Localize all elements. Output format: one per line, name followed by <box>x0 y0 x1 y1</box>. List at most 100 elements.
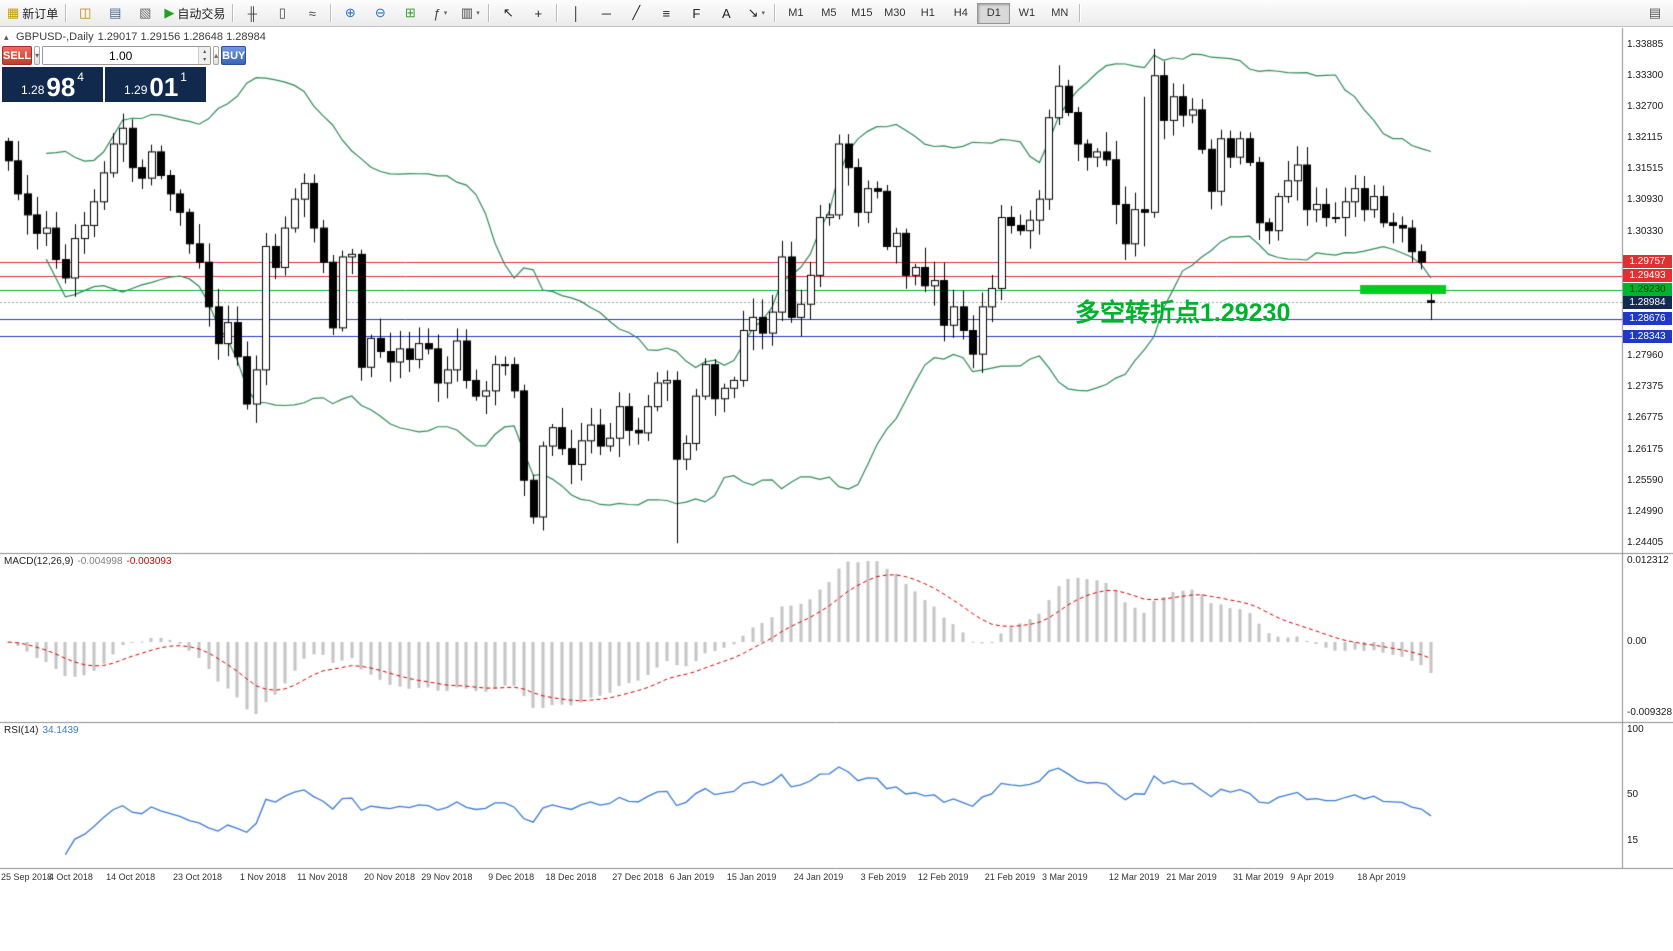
templates-icon: ▥ <box>460 5 474 20</box>
templates-button[interactable]: ▥ ▾ <box>455 2 485 25</box>
cursor-icon: ↖ <box>502 5 514 20</box>
buy-price-button[interactable]: 1.29 01 1 <box>105 67 206 102</box>
toolbar-separator <box>330 4 333 22</box>
rsi-name: RSI(14) <box>4 725 39 736</box>
one-click-trading-panel: SELL ▾ ▴ ▾ ▴ BUY 1.28 98 4 1.29 01 1 <box>2 46 247 102</box>
bid-price-big: 98 <box>46 72 76 102</box>
volume-spinner: ▴ ▾ <box>198 47 211 64</box>
market-watch-button[interactable]: ◫ <box>70 2 100 25</box>
volume-decrement-button[interactable]: ▾ <box>34 46 41 65</box>
zoom-out-button[interactable]: ⊖ <box>365 2 395 25</box>
one-click-toggle-icon[interactable]: ▴ <box>4 32 9 42</box>
rsi-value: 34.1439 <box>42 725 79 736</box>
templates-dropdown-icon: ▾ <box>476 10 480 17</box>
volume-input[interactable] <box>43 47 199 64</box>
chart-header: GBPUSD-,Daily 1.29017 1.29156 1.28648 1.2… <box>16 31 270 43</box>
equidistant-channel-icon: ≡ <box>662 5 671 21</box>
timeframe-h4-button[interactable]: H4 <box>953 7 968 19</box>
zoom-in-icon: ⊕ <box>344 5 356 20</box>
window-list-icon: ▤ <box>1648 5 1662 20</box>
timeframe-m30-button[interactable]: M30 <box>884 7 906 19</box>
arrows-dropdown-icon: ▾ <box>761 10 766 17</box>
timeframe-d1-button[interactable]: D1 <box>977 2 1011 24</box>
chart-symbol-label: GBPUSD-,Daily <box>16 31 94 43</box>
new-order-button[interactable]: ▦ 新订单 <box>3 2 62 25</box>
indicators-button[interactable]: ƒ ▾ <box>425 2 455 25</box>
timeframe-m5-button[interactable]: M5 <box>821 7 837 19</box>
indicators-icon: ƒ <box>433 5 441 21</box>
bar-chart-icon: ╫ <box>247 5 257 21</box>
chart-ohlc-label: 1.29017 1.29156 1.28648 1.28984 <box>97 31 266 43</box>
ask-price-prefix: 1.29 <box>124 83 148 97</box>
bid-price-sup: 4 <box>77 70 84 84</box>
zoom-in-button[interactable]: ⊕ <box>335 2 365 25</box>
volume-field: ▴ ▾ <box>42 46 212 65</box>
fibonacci-button[interactable]: F <box>681 2 711 25</box>
navigator-button[interactable]: ▧ <box>130 2 160 25</box>
volume-increment-button[interactable]: ▴ <box>213 46 220 65</box>
new-order-label: 新订单 <box>22 6 59 21</box>
timeframe-mn-button[interactable]: MN <box>1051 7 1069 19</box>
rsi-indicator-label: RSI(14) 34.1439 <box>4 725 83 736</box>
grid-icon: ⊞ <box>404 5 416 20</box>
macd-name: MACD(12,26,9) <box>4 556 74 567</box>
data-window-icon: ▤ <box>109 5 122 20</box>
indicators-dropdown-icon: ▾ <box>443 10 448 17</box>
macd-indicator-label: MACD(12,26,9) -0.004998 -0.003093 <box>4 556 176 567</box>
toolbar-separator <box>65 4 68 22</box>
trendline-icon: ╱ <box>632 5 641 20</box>
toolbar-separator <box>1079 4 1082 22</box>
macd-main-value: -0.004998 <box>77 556 123 567</box>
bar-chart-button[interactable]: ╫ <box>237 2 267 25</box>
spinner-up-icon[interactable]: ▴ <box>199 47 211 56</box>
text-icon: A <box>721 5 731 21</box>
zoom-out-icon: ⊖ <box>374 5 386 20</box>
ask-price-big: 01 <box>149 72 179 102</box>
timeframe-m15-button[interactable]: M15 <box>851 7 873 19</box>
timeframe-h1-button[interactable]: H1 <box>920 7 935 19</box>
vertical-line-button[interactable]: │ <box>561 2 591 25</box>
ask-price-sup: 1 <box>180 70 187 84</box>
navigator-icon: ▧ <box>139 5 152 20</box>
macd-signal-value: -0.003093 <box>126 556 172 567</box>
window-list-button[interactable]: ▤ <box>1640 2 1670 25</box>
chart-annotation-text: 多空转折点1.29230 <box>1075 299 1291 327</box>
main-toolbar: ▦ 新订单 ◫ ▤ ▧ ▶ 自动交易 ╫ ▯ ≈ ⊕ ⊖ ⊞ ƒ ▾ ▥ ▾ ↖ + │ ─ ╱ ≡ F A ↘ ▾ M1 M5 M15 M… <box>0 0 1673 27</box>
arrows-button[interactable]: ↘ ▾ <box>741 2 771 25</box>
autotrading-button[interactable]: ▶ 自动交易 <box>160 2 229 25</box>
toolbar-separator <box>232 4 235 22</box>
sell-price-button[interactable]: 1.28 98 4 <box>2 67 103 102</box>
toolbar-separator <box>556 4 559 22</box>
toolbar-separator <box>488 4 491 22</box>
sell-button[interactable]: SELL <box>2 46 33 65</box>
cursor-button[interactable]: ↖ <box>493 2 523 25</box>
buy-button[interactable]: BUY <box>221 46 247 65</box>
fibonacci-icon: F <box>692 5 701 21</box>
arrows-icon: ↘ <box>747 5 759 20</box>
spinner-down-icon[interactable]: ▾ <box>199 55 211 64</box>
one-click-order-row: SELL ▾ ▴ ▾ ▴ BUY <box>2 46 247 65</box>
horizontal-line-icon: ─ <box>601 5 611 21</box>
toolbar-separator <box>774 4 777 22</box>
candlestick-chart-icon: ▯ <box>278 5 286 20</box>
crosshair-button[interactable]: + <box>523 2 553 25</box>
crosshair-icon: + <box>534 5 543 21</box>
autotrading-icon: ▶ <box>164 5 175 20</box>
timeframe-m1-button[interactable]: M1 <box>788 7 804 19</box>
vertical-line-icon: │ <box>572 5 581 21</box>
candlestick-chart-button[interactable]: ▯ <box>267 2 297 25</box>
data-window-button[interactable]: ▤ <box>100 2 130 25</box>
market-watch-icon: ◫ <box>79 5 92 20</box>
bid-price-prefix: 1.28 <box>21 83 45 97</box>
new-order-icon: ▦ <box>7 5 20 20</box>
trendline-button[interactable]: ╱ <box>621 2 651 25</box>
timeframe-w1-button[interactable]: W1 <box>1018 7 1036 19</box>
autotrading-label: 自动交易 <box>177 6 226 21</box>
one-click-price-row: 1.28 98 4 1.29 01 1 <box>2 67 206 102</box>
line-chart-button[interactable]: ≈ <box>297 2 327 25</box>
grid-button[interactable]: ⊞ <box>395 2 425 25</box>
horizontal-line-button[interactable]: ─ <box>591 2 621 25</box>
text-button[interactable]: A <box>711 2 741 25</box>
equidistant-channel-button[interactable]: ≡ <box>651 2 681 25</box>
